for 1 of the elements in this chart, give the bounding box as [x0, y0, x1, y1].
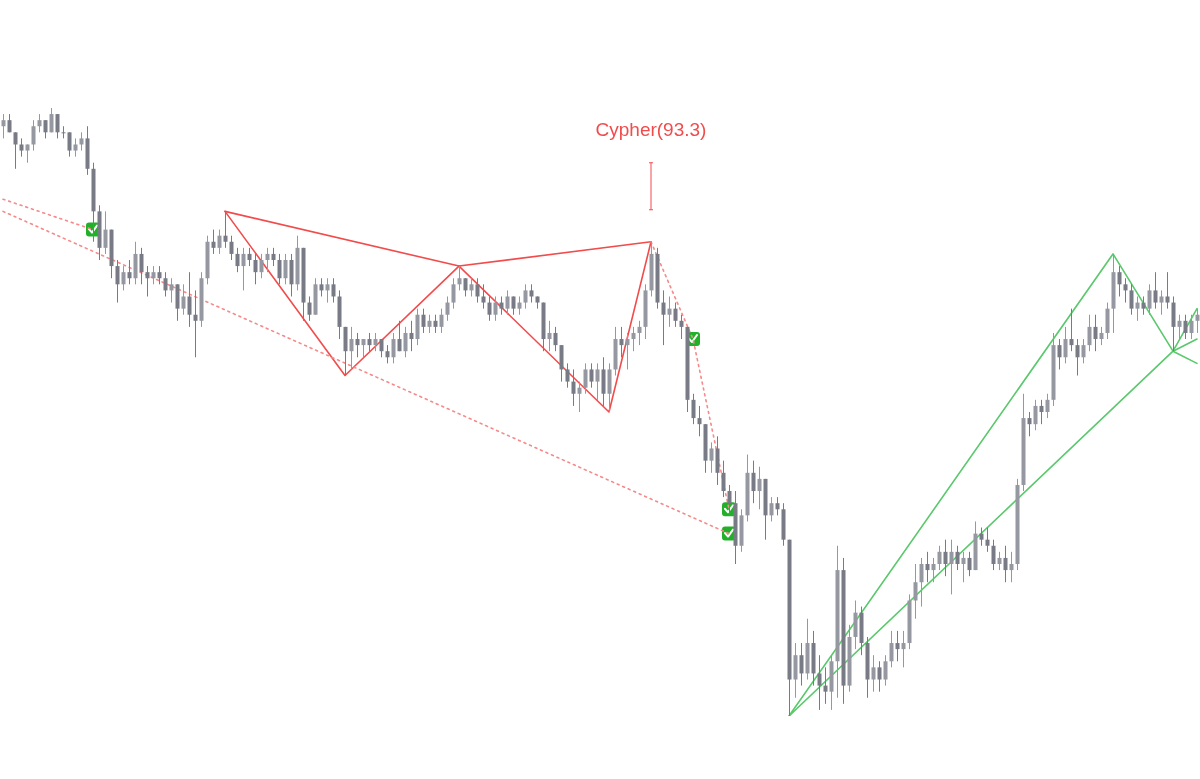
annotation: Cypher(93.3) [595, 118, 707, 140]
